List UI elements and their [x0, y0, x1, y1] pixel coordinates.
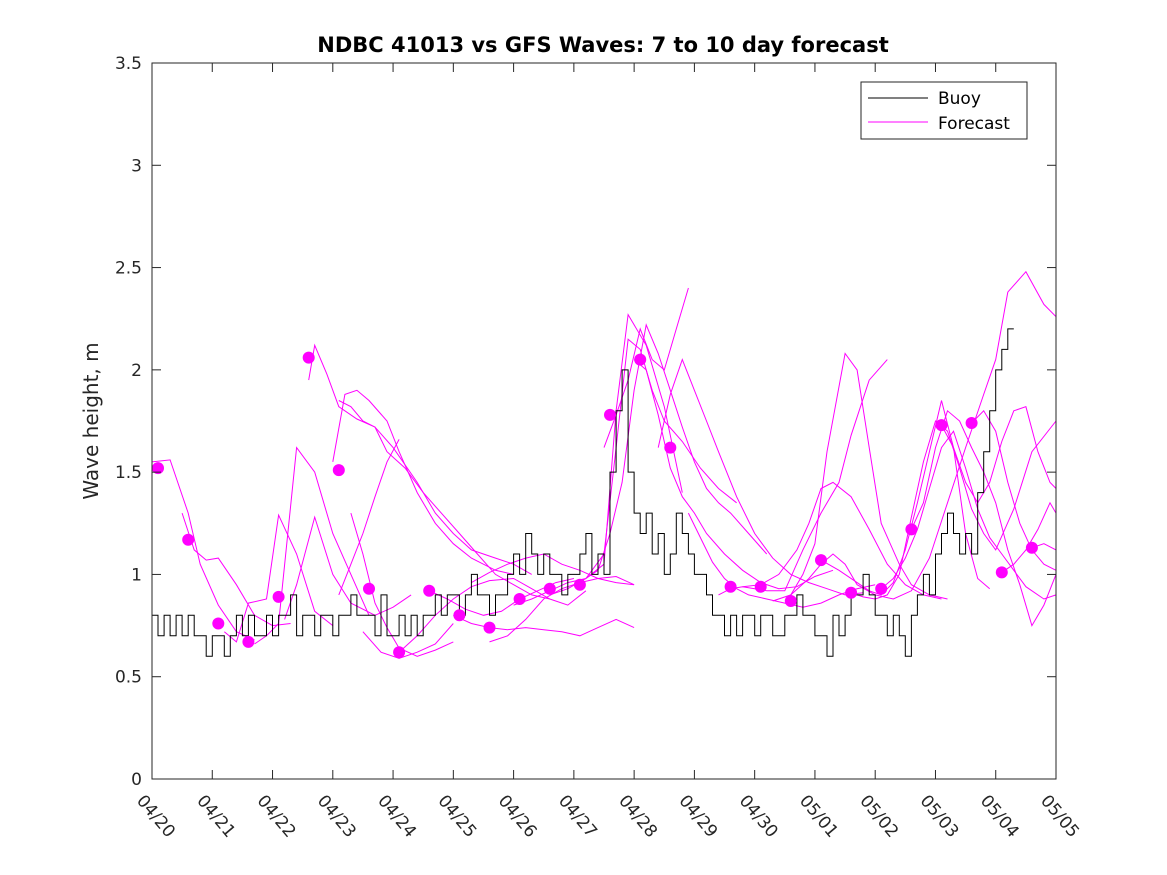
forecast-line-9: [338, 439, 400, 596]
y-tick-label: 3.5: [115, 54, 142, 74]
forecast-marker-22: [815, 554, 827, 567]
buoy-line-group: [152, 328, 1014, 657]
forecast-marker-10: [423, 584, 436, 597]
y-axis-label: Wave height, m: [79, 342, 103, 499]
forecast-line-25: [742, 481, 942, 600]
forecast-markers: [152, 351, 1038, 659]
forecast-line-30: [880, 430, 1057, 600]
forecast-line-19: [585, 323, 768, 579]
legend-box: [860, 81, 1028, 140]
forecast-marker-4: [242, 635, 255, 648]
forecast-marker-24: [875, 582, 888, 595]
forecast-marker-15: [573, 578, 586, 591]
forecast-marker-7: [332, 464, 345, 477]
forecast-marker-14: [543, 582, 556, 595]
forecast-marker-28: [995, 566, 1008, 579]
y-tick-label: 2: [131, 361, 142, 381]
forecast-marker-12: [483, 621, 496, 634]
forecast-marker-26: [935, 419, 948, 432]
y-axis-ticks: 0 0.5 1 1.5 2 2.5 3 3.5: [115, 54, 1056, 790]
y-tick-label: 0: [131, 770, 142, 790]
forecast-marker-8: [363, 582, 375, 595]
forecast-line-33: [971, 409, 1057, 571]
forecast-line-15: [471, 553, 635, 586]
forecast-marker-20: [754, 580, 767, 593]
forecast-marker-23: [845, 586, 858, 599]
forecast-line-24: [718, 359, 888, 596]
forecast-line-10: [350, 512, 454, 657]
forecast-marker-17: [634, 353, 647, 366]
forecast-marker-13: [513, 593, 526, 605]
y-tick-label: 1: [131, 565, 142, 585]
legend-label-buoy: Buoy: [938, 89, 981, 109]
forecast-marker-9: [393, 646, 406, 659]
forecast-line-12: [398, 577, 587, 653]
forecast-line-4: [254, 446, 370, 645]
plot-frame: [151, 62, 1057, 780]
forecast-line-11: [362, 623, 454, 659]
forecast-marker-3: [212, 617, 225, 630]
forecast-line-20: [603, 287, 689, 448]
forecast-marker-2: [182, 533, 195, 546]
y-tick-label: 0.5: [115, 668, 142, 688]
buoy-line: [152, 328, 1014, 657]
forecast-line-34: [1001, 501, 1057, 573]
plot-area: [152, 63, 1056, 779]
y-tick-label: 3: [131, 156, 142, 176]
forecast-line-27: [790, 270, 1057, 600]
forecast-marker-21: [784, 595, 797, 607]
forecast-marker-6: [302, 351, 315, 364]
forecast-marker-1: [152, 462, 164, 475]
forecast-marker-11: [453, 609, 466, 622]
forecast-line-26: [772, 352, 948, 602]
y-tick-label: 1.5: [115, 463, 142, 483]
forecast-line-22: [657, 358, 864, 596]
y-tick-label: 2.5: [115, 259, 142, 279]
forecast-line-5: [284, 515, 412, 620]
forecast-marker-29: [1025, 541, 1038, 554]
forecast-marker-25: [905, 523, 918, 536]
legend-label-forecast: Forecast: [938, 114, 1010, 134]
forecast-line-2: [181, 512, 291, 627]
legend: Buoy Forecast: [860, 81, 1028, 140]
forecast-line-3: [223, 513, 334, 643]
forecast-line-21: [633, 359, 834, 590]
forecast-marker-18: [664, 441, 677, 454]
forecast-line-14: [453, 614, 635, 637]
forecast-marker-16: [604, 408, 616, 421]
forecast-line-32: [941, 406, 1057, 504]
forecast-line-23: [687, 512, 876, 608]
forecast-marker-19: [724, 580, 737, 593]
chart-title: NDBC 41013 vs GFS Waves: 7 to 10 day for…: [317, 33, 888, 57]
forecast-marker-5: [272, 590, 285, 603]
forecast-marker-27: [965, 417, 978, 429]
forecast-line-8: [338, 400, 550, 600]
